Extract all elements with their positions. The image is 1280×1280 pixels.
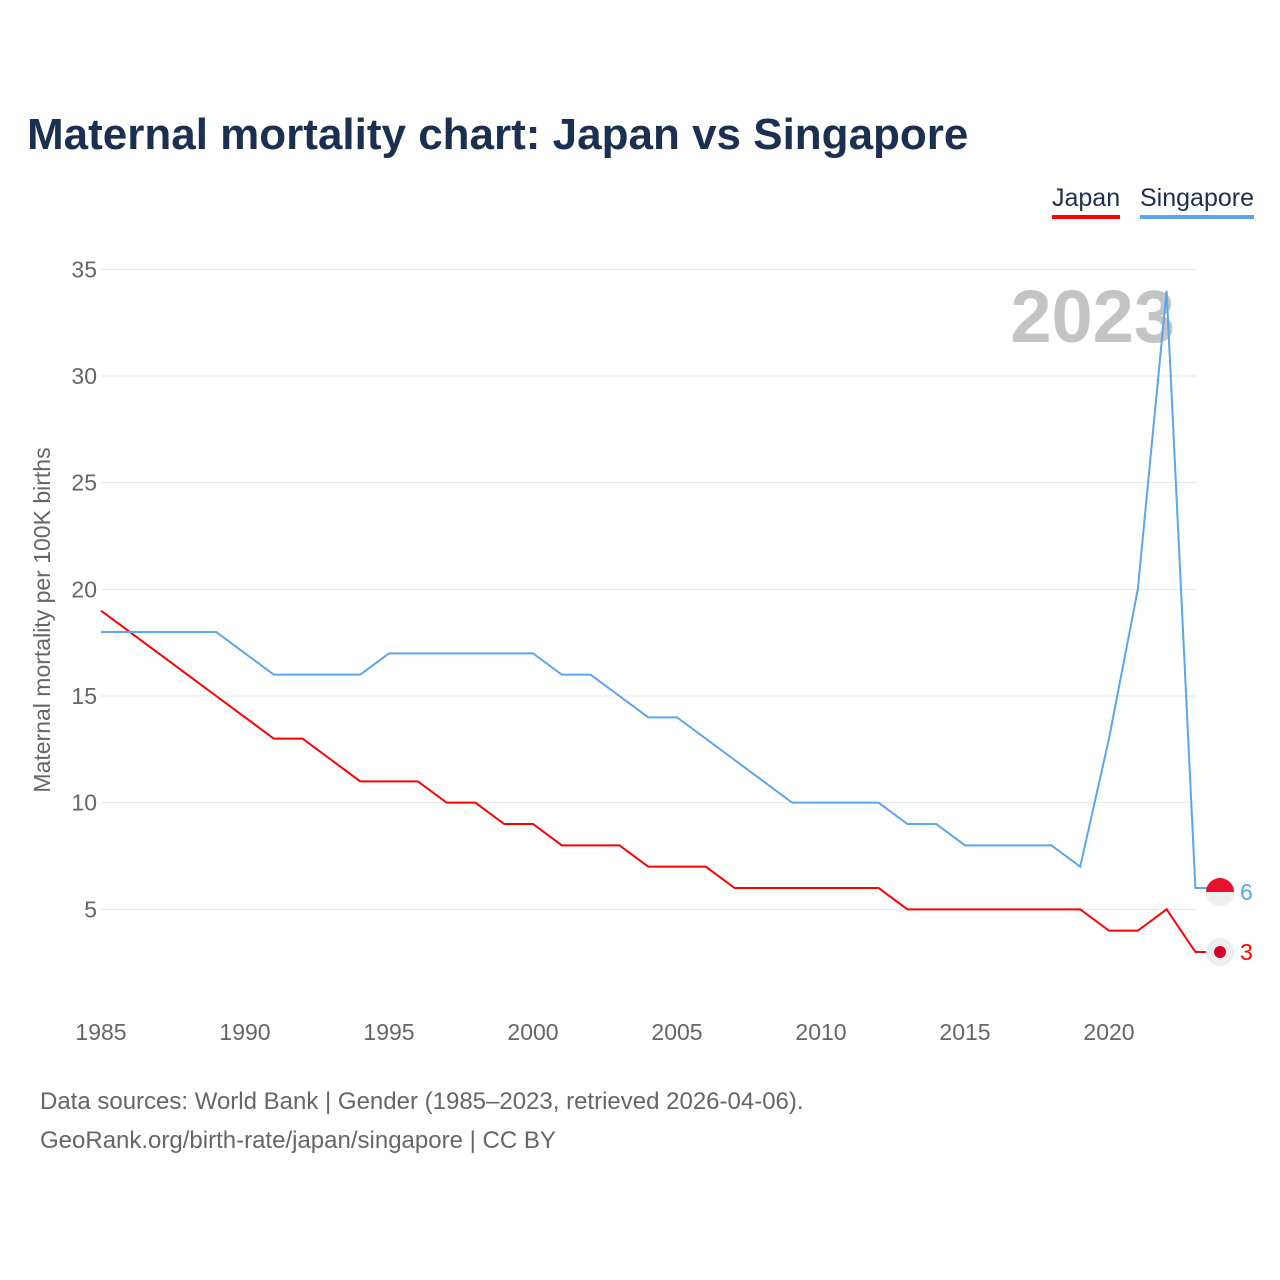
x-tick-label: 2015 xyxy=(939,1019,990,1045)
y-tick-label: 15 xyxy=(71,683,97,709)
y-tick-label: 20 xyxy=(71,576,97,602)
source-line-1: Data sources: World Bank | Gender (1985–… xyxy=(40,1088,804,1115)
y-tick-label: 10 xyxy=(71,790,97,816)
singapore-flag-red xyxy=(1206,878,1234,892)
y-tick-label: 5 xyxy=(84,896,97,922)
y-tick-label: 30 xyxy=(71,363,97,389)
year-label: 2023 xyxy=(1010,275,1175,358)
series-line-japan xyxy=(100,609,1208,953)
end-value-label: 3 xyxy=(1240,939,1253,965)
x-tick-label: 1985 xyxy=(75,1019,126,1045)
chart-title: Maternal mortality chart: Japan vs Singa… xyxy=(27,110,969,159)
japan-flag-dot xyxy=(1214,946,1226,958)
legend-japan[interactable]: Japan xyxy=(1052,184,1121,219)
y-tick-label: 25 xyxy=(71,470,97,496)
y-axis-label: Maternal mortality per 100K births xyxy=(29,447,55,792)
x-tick-label: 1995 xyxy=(363,1019,414,1045)
x-tick-label: 2005 xyxy=(651,1019,702,1045)
end-value-label: 6 xyxy=(1240,879,1253,905)
x-tick-label: 1990 xyxy=(219,1019,270,1045)
x-tick-label: 2000 xyxy=(507,1019,558,1045)
y-tick-label: 35 xyxy=(71,256,97,282)
legend-singapore[interactable]: Singapore xyxy=(1140,184,1254,219)
x-tick-label: 2010 xyxy=(795,1019,846,1045)
x-tick-label: 2020 xyxy=(1083,1019,1134,1045)
source-line-2: GeoRank.org/birth-rate/japan/singapore |… xyxy=(40,1127,556,1154)
series-line-singapore xyxy=(101,290,1208,889)
